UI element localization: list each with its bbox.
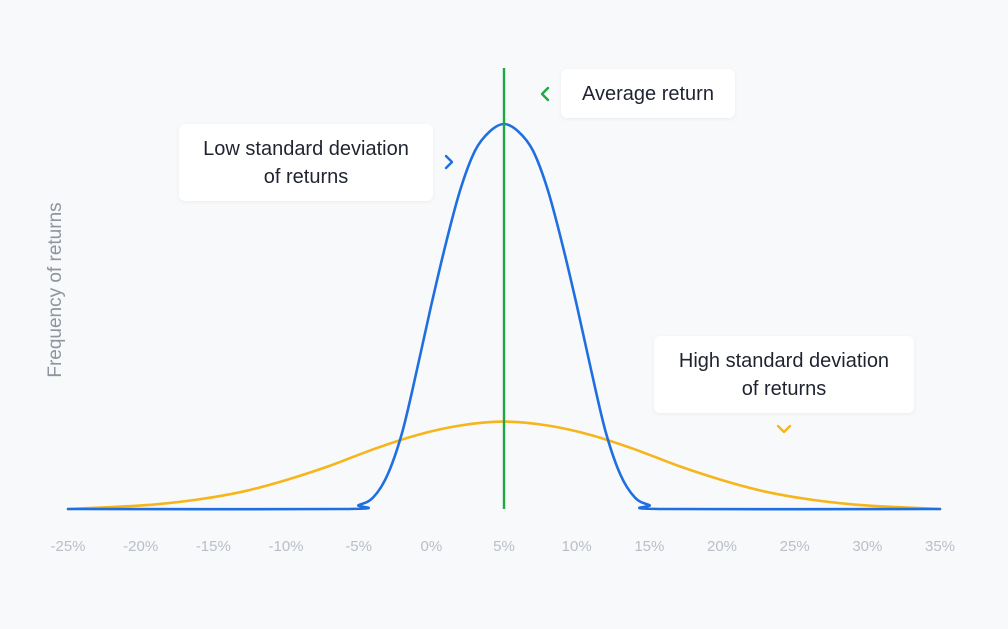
average-return-callout: Average return <box>561 69 735 118</box>
x-tick-label: 30% <box>852 538 882 555</box>
chevron-right-icon <box>444 154 454 170</box>
x-tick-label: 10% <box>562 538 592 555</box>
x-tick-label: -25% <box>50 538 85 555</box>
average-return-label: Average return <box>582 82 714 105</box>
x-tick-label: 35% <box>925 538 955 555</box>
series-lines <box>66 68 942 511</box>
x-tick-label: 0% <box>420 538 442 555</box>
x-tick-label: 20% <box>707 538 737 555</box>
x-tick-label: 15% <box>634 538 664 555</box>
x-tick-label: -5% <box>345 538 372 555</box>
low-sd-label-line1: Low standard deviation <box>203 137 409 160</box>
low-sd-callout: Low standard deviation of returns <box>179 124 433 201</box>
x-tick-label: 25% <box>780 538 810 555</box>
y-axis-label: Frequency of returns <box>45 202 66 378</box>
high-sd-callout: High standard deviation of returns <box>654 336 914 413</box>
chevron-down-icon <box>776 424 792 434</box>
chevron-left-icon <box>540 86 550 102</box>
x-tick-label: -20% <box>123 538 158 555</box>
low-sd-label-line2: of returns <box>263 165 349 188</box>
x-tick-label: 5% <box>493 538 515 555</box>
x-axis-ticks: -25% -20% -15% -10% -5% 0% 5% 10% 15% 20% 25% 30% 35… <box>50 538 955 555</box>
x-tick-label: -10% <box>268 538 303 555</box>
x-tick-label: -15% <box>196 538 231 555</box>
high-sd-label-line1: High standard deviation <box>678 349 890 372</box>
high-sd-label-line2: of returns <box>741 377 827 400</box>
